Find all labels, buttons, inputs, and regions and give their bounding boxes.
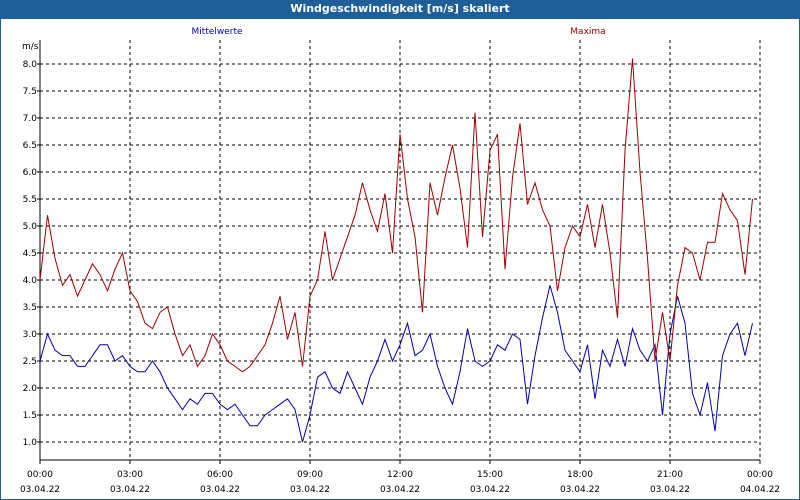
- x-tick-time-label: 15:00: [477, 470, 503, 480]
- y-tick-label: 7.0: [23, 114, 38, 124]
- maxima-line: [39, 58, 753, 373]
- x-tick-date-label: 03.04.22: [470, 485, 510, 495]
- x-tick-time-label: 00:00: [747, 470, 773, 480]
- x-tick-date-label: 03.04.22: [650, 485, 690, 495]
- y-tick-label: 2.0: [23, 384, 38, 394]
- x-tick-date-label: 03.04.22: [200, 485, 240, 495]
- y-tick-label: 2.5: [23, 357, 37, 367]
- y-tick-label: 7.5: [23, 87, 37, 97]
- x-tick-time-label: 18:00: [567, 470, 593, 480]
- legend-mittelwerte: Mittelwerte: [191, 27, 242, 37]
- y-axis-unit: m/s: [22, 42, 39, 52]
- chart-title: Windgeschwindigkeit [m/s] skaliert: [0, 0, 800, 18]
- y-tick-label: 4.5: [23, 249, 37, 259]
- y-tick-label: 5.0: [23, 222, 38, 232]
- y-tick-label: 3.0: [23, 330, 38, 340]
- y-tick-label: 4.0: [23, 276, 38, 286]
- x-tick-date-label: 03.04.22: [20, 485, 60, 495]
- y-tick-label: 1.5: [23, 411, 37, 421]
- x-tick-time-label: 03:00: [117, 470, 143, 480]
- y-tick-label: 8.0: [23, 60, 38, 70]
- legend-maxima: Maxima: [570, 27, 605, 37]
- mittelwerte-line: [39, 285, 753, 443]
- x-tick-time-label: 12:00: [387, 470, 413, 480]
- x-tick-date-label: 03.04.22: [290, 485, 330, 495]
- x-tick-time-label: 06:00: [207, 470, 233, 480]
- x-tick-date-label: 03.04.22: [560, 485, 600, 495]
- x-tick-time-label: 21:00: [657, 470, 683, 480]
- x-tick-date-label: 03.04.22: [110, 485, 150, 495]
- y-tick-label: 5.5: [23, 195, 37, 205]
- y-tick-label: 1.0: [23, 438, 38, 448]
- x-tick-time-label: 00:00: [27, 470, 53, 480]
- y-tick-label: 6.0: [23, 168, 38, 178]
- x-tick-date-label: 04.04.22: [740, 485, 780, 495]
- x-tick-date-label: 03.04.22: [380, 485, 420, 495]
- x-tick-time-label: 09:00: [297, 470, 323, 480]
- y-tick-label: 3.5: [23, 303, 37, 313]
- y-tick-label: 6.5: [23, 141, 37, 151]
